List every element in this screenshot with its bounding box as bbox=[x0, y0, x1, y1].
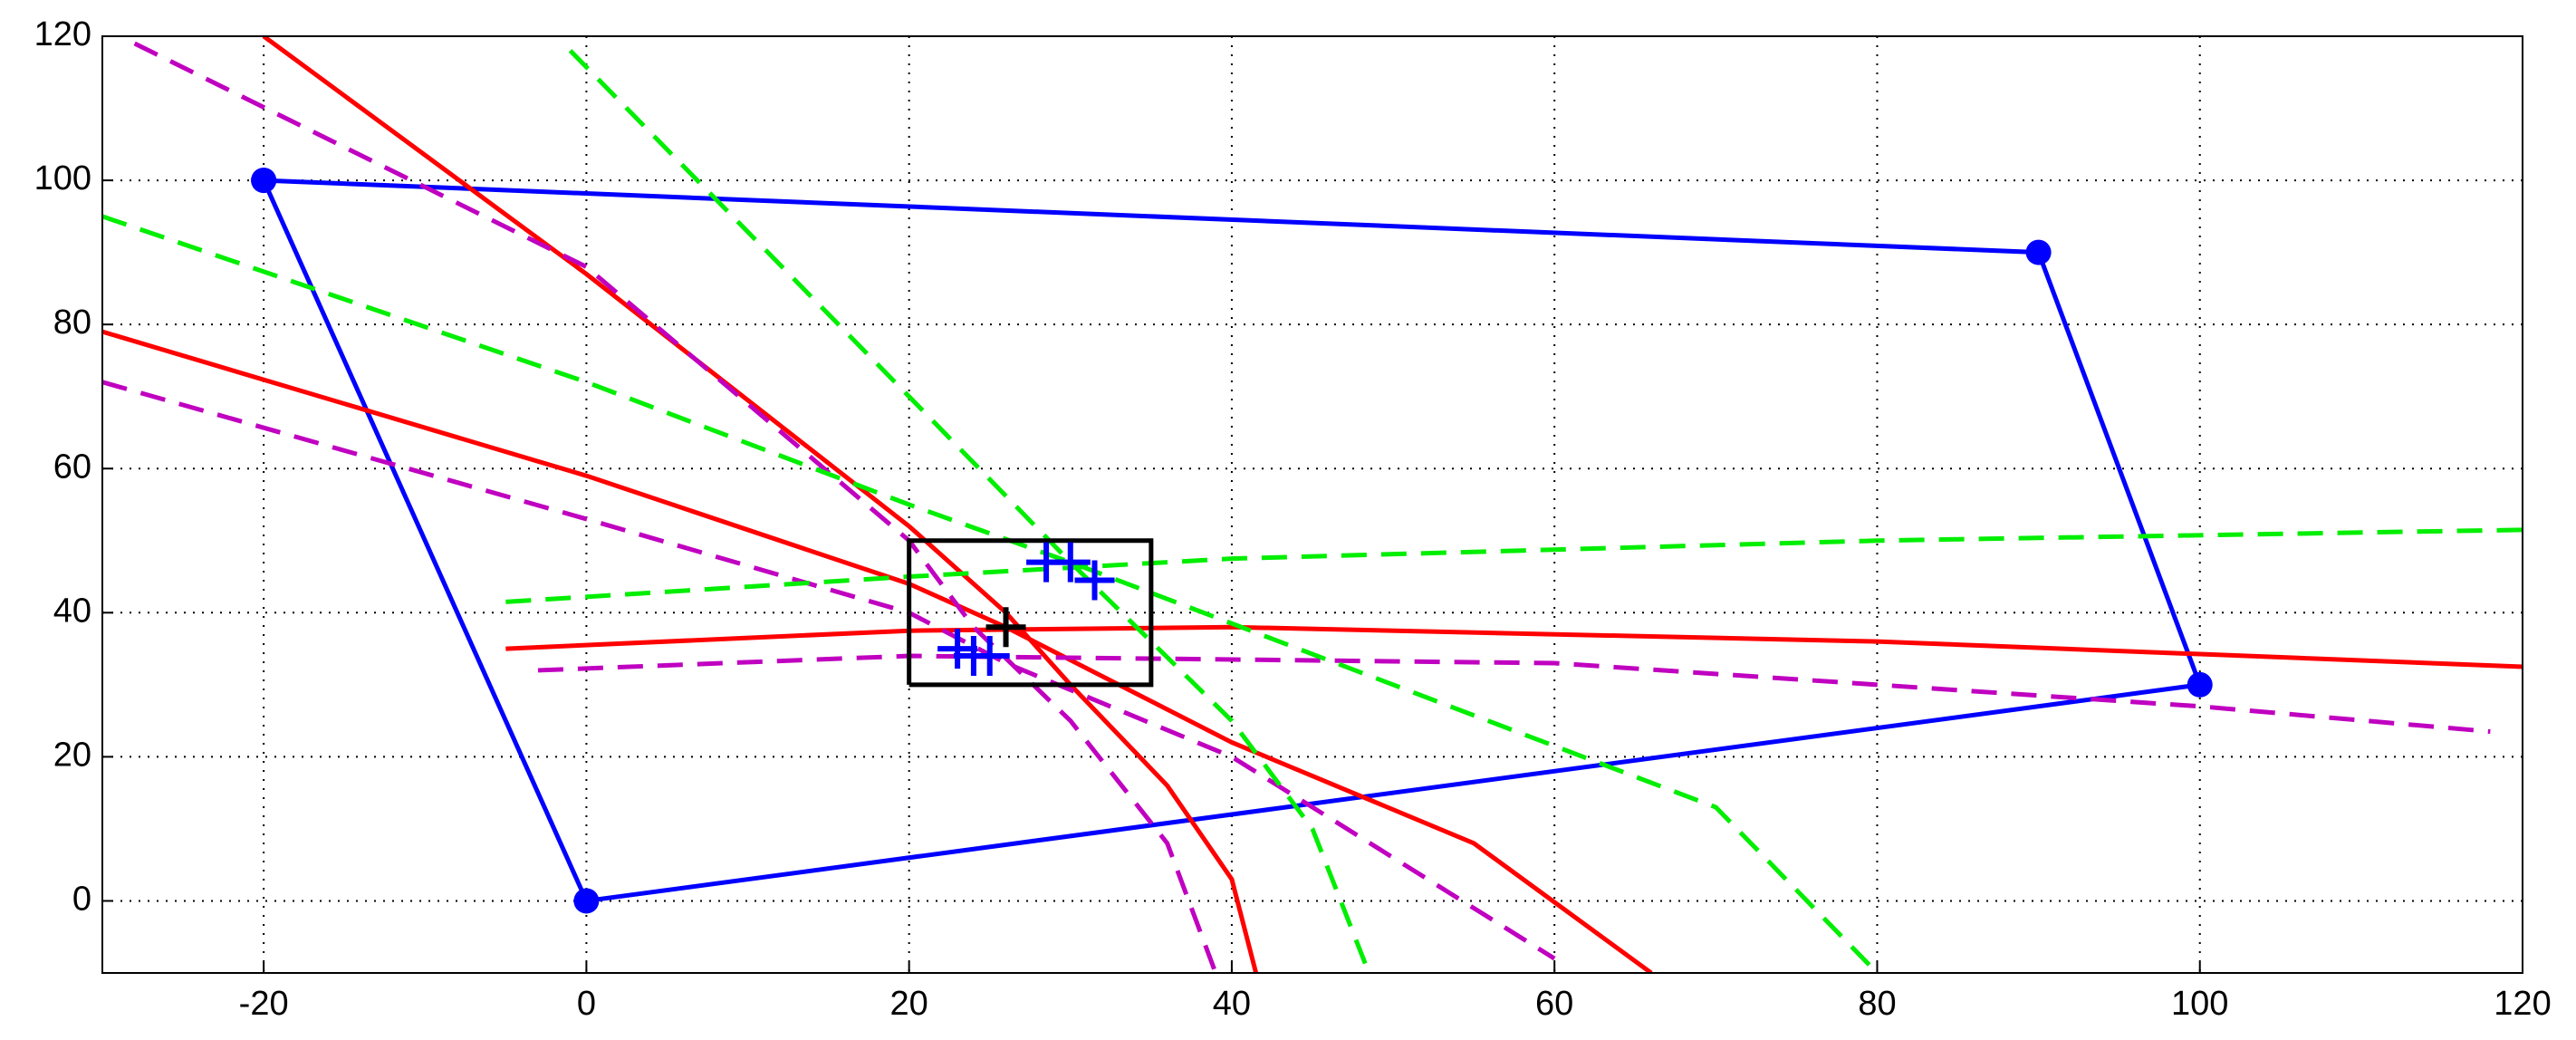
y-tick-label: 0 bbox=[72, 880, 91, 918]
series-line bbox=[505, 624, 2523, 669]
x-tick-label: 0 bbox=[577, 985, 596, 1023]
axes-box bbox=[101, 35, 2523, 974]
x-tick-label: 120 bbox=[2494, 985, 2551, 1023]
plus-marker bbox=[1074, 560, 1115, 601]
y-tick-label: 40 bbox=[53, 592, 91, 630]
y-tick-label: 120 bbox=[34, 15, 91, 53]
series-line bbox=[907, 538, 1154, 688]
plot bbox=[102, 36, 2523, 973]
x-tick-label: 20 bbox=[890, 985, 928, 1023]
x-tick-label: 40 bbox=[1213, 985, 1251, 1023]
point-marker bbox=[573, 888, 600, 914]
point-marker bbox=[2025, 239, 2052, 265]
point-marker bbox=[251, 168, 277, 194]
y-tick-label: 80 bbox=[53, 303, 91, 342]
series-line bbox=[537, 653, 2491, 735]
series-line bbox=[505, 527, 2523, 604]
x-tick-label: -20 bbox=[239, 985, 289, 1023]
y-tick-label: 20 bbox=[53, 736, 91, 774]
plus-marker bbox=[937, 629, 978, 669]
y-tick-label: 60 bbox=[53, 448, 91, 486]
series-line bbox=[133, 41, 1218, 973]
plus-marker bbox=[1050, 542, 1091, 583]
point-marker bbox=[2187, 671, 2213, 698]
x-tick-label: 100 bbox=[2171, 985, 2228, 1023]
y-tick-label: 100 bbox=[34, 159, 91, 197]
plus-marker bbox=[985, 607, 1026, 648]
series-line bbox=[102, 214, 1879, 973]
x-tick-label: 60 bbox=[1535, 985, 1573, 1023]
series-line bbox=[568, 49, 1371, 973]
series-line bbox=[262, 36, 1259, 973]
plus-marker bbox=[969, 636, 1010, 677]
x-tick-label: 80 bbox=[1858, 985, 1896, 1023]
